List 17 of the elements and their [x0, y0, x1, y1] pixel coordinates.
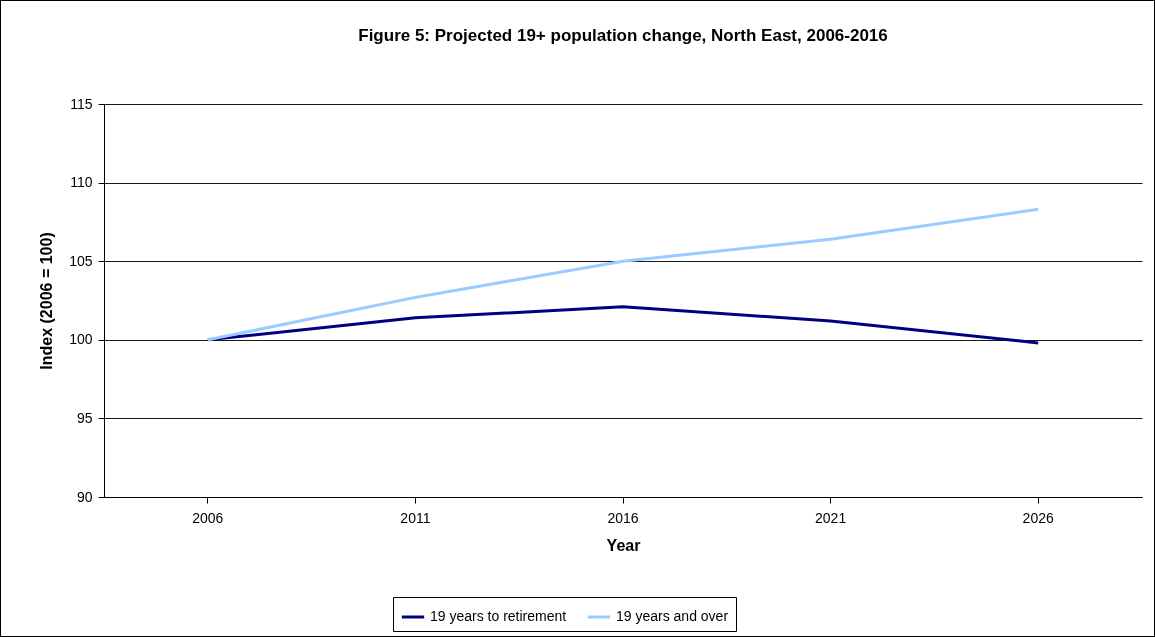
y-tick-label: 115: [70, 95, 93, 112]
y-tick-label: 110: [70, 174, 93, 191]
legend-label: 19 years to retirement: [430, 608, 567, 624]
y-tick-label: 95: [76, 409, 93, 426]
y-axis-title: Index (2006 = 100): [38, 232, 56, 370]
line-series: [206, 207, 1040, 342]
x-tick-label: 2006: [192, 509, 224, 526]
x-tick-label: 2011: [400, 509, 431, 526]
y-tick-label: 100: [69, 331, 93, 348]
x-tick-label: 2021: [815, 509, 847, 526]
x-axis-title: Year: [606, 536, 641, 554]
y-tick-label: 105: [69, 252, 93, 269]
x-tick-label: 2016: [607, 509, 639, 526]
y-tick-label: 90: [76, 488, 93, 505]
chart-title: Figure 5: Projected 19+ population change, North East, 2006-2016: [358, 26, 888, 45]
x-tick-label: 2026: [1022, 509, 1054, 526]
legend-label: 19 years and over: [616, 608, 729, 624]
